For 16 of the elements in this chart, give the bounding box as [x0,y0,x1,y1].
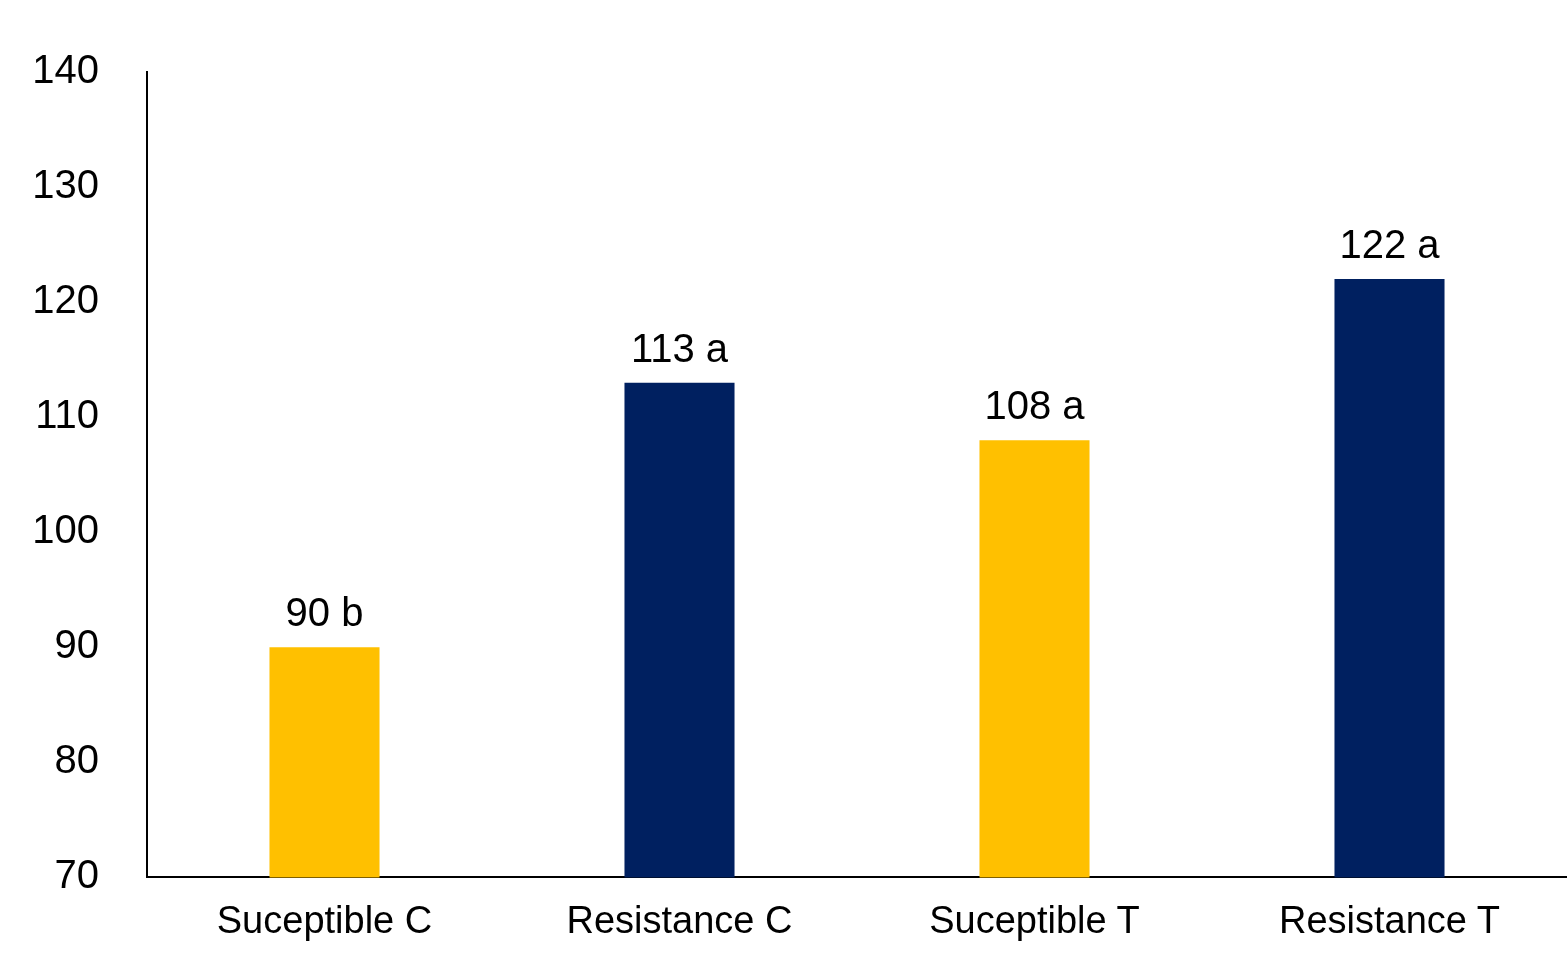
data-label: 90 b [285,590,364,635]
y-tick-label: 70 [54,852,99,897]
data-label: 108 a [984,383,1086,428]
x-tick-label: Resistance C [566,898,793,941]
y-tick-label: 130 [32,162,99,207]
y-tick-label: 80 [54,737,99,782]
data-label: 122 a [1339,222,1441,267]
y-tick-label: 120 [32,277,99,322]
y-tick-label: 100 [32,507,99,552]
x-tick-label: Suceptible C [216,898,433,941]
x-tick-label: Suceptible T [929,898,1140,941]
y-tick-label: 90 [54,622,99,667]
data-label: 113 a [630,325,729,370]
y-tick-label: 140 [32,47,99,92]
y-tick-label: 110 [35,392,99,437]
x-tick-label: Resistance T [1278,898,1501,941]
